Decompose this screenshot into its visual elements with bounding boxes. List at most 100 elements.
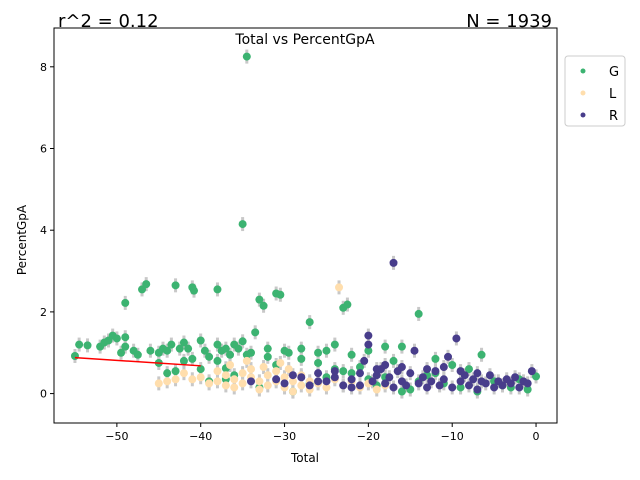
point-l bbox=[272, 367, 281, 376]
point-g bbox=[213, 356, 222, 365]
point-l bbox=[188, 375, 197, 384]
point-r bbox=[389, 383, 398, 392]
point-r bbox=[381, 379, 390, 388]
point-g bbox=[70, 352, 79, 361]
point-l bbox=[179, 369, 188, 378]
point-g bbox=[397, 387, 406, 396]
point-g bbox=[133, 350, 142, 359]
point-r bbox=[448, 383, 457, 392]
point-g bbox=[117, 348, 126, 357]
point-g bbox=[448, 360, 457, 369]
point-r bbox=[469, 375, 478, 384]
point-l bbox=[335, 283, 344, 292]
point-g bbox=[163, 369, 172, 378]
point-r bbox=[402, 381, 411, 390]
point-r bbox=[498, 381, 507, 390]
point-r bbox=[414, 379, 423, 388]
point-r bbox=[527, 367, 536, 376]
point-r bbox=[490, 383, 499, 392]
point-g bbox=[179, 338, 188, 347]
point-l bbox=[263, 381, 272, 390]
point-g bbox=[523, 385, 532, 394]
point-g bbox=[347, 350, 356, 359]
point-r bbox=[322, 377, 331, 386]
point-l bbox=[276, 358, 285, 367]
point-r bbox=[372, 365, 381, 374]
point-l bbox=[247, 365, 256, 374]
point-r bbox=[355, 381, 364, 390]
point-l bbox=[226, 360, 235, 369]
point-l bbox=[255, 385, 264, 394]
point-g bbox=[167, 340, 176, 349]
point-r bbox=[397, 363, 406, 372]
y-axis: 0 2 4 6 8 bbox=[40, 61, 54, 401]
point-g bbox=[83, 341, 92, 350]
point-r bbox=[314, 369, 323, 378]
point-l bbox=[280, 373, 289, 382]
point-g bbox=[146, 346, 155, 355]
point-l bbox=[238, 369, 247, 378]
point-g bbox=[251, 328, 260, 337]
y-axis-label: PercentGpA bbox=[15, 204, 29, 275]
point-r bbox=[423, 383, 432, 392]
point-r bbox=[511, 373, 520, 382]
legend: GLR bbox=[564, 55, 626, 127]
point-g bbox=[397, 342, 406, 351]
point-r bbox=[456, 377, 465, 386]
point-l bbox=[230, 383, 239, 392]
point-g bbox=[263, 344, 272, 353]
legend-marker-l bbox=[580, 90, 586, 96]
point-g bbox=[171, 367, 180, 376]
point-g bbox=[221, 344, 230, 353]
point-g bbox=[196, 336, 205, 345]
legend-label-r: R bbox=[609, 109, 618, 124]
point-r bbox=[473, 369, 482, 378]
point-r bbox=[515, 383, 524, 392]
plot-frame bbox=[53, 27, 558, 424]
point-r bbox=[330, 373, 339, 382]
point-r bbox=[473, 385, 482, 394]
point-r bbox=[247, 377, 256, 386]
point-l bbox=[322, 383, 331, 392]
point-g bbox=[242, 52, 251, 61]
point-r bbox=[272, 375, 281, 384]
point-g bbox=[121, 298, 130, 307]
error-bars bbox=[73, 49, 538, 399]
point-g bbox=[184, 344, 193, 353]
point-r bbox=[452, 334, 461, 343]
point-g bbox=[381, 342, 390, 351]
point-r bbox=[355, 369, 364, 378]
chart-title: Total vs PercentGpA bbox=[234, 32, 375, 48]
legend-marker-g bbox=[580, 68, 586, 74]
point-g bbox=[464, 365, 473, 374]
point-r bbox=[372, 371, 381, 380]
point-g bbox=[259, 301, 268, 310]
x-tick-label: 0 bbox=[533, 430, 540, 443]
point-g bbox=[330, 340, 339, 349]
point-r bbox=[330, 367, 339, 376]
point-g bbox=[75, 340, 84, 349]
point-g bbox=[179, 356, 188, 365]
point-r bbox=[406, 369, 415, 378]
point-g bbox=[242, 350, 251, 359]
x-axis: −50 −40 −30 −20 −10 0 bbox=[105, 423, 540, 443]
point-g bbox=[431, 354, 440, 363]
point-g bbox=[305, 318, 314, 327]
x-tick-label: −10 bbox=[441, 430, 464, 443]
point-g bbox=[238, 220, 247, 229]
point-r bbox=[360, 356, 369, 365]
point-r bbox=[431, 367, 440, 376]
point-r bbox=[423, 365, 432, 374]
point-l bbox=[213, 377, 222, 386]
sample-count-annotation: N = 1939 bbox=[466, 11, 552, 32]
point-l bbox=[171, 375, 180, 384]
legend-box bbox=[564, 55, 626, 127]
point-g bbox=[121, 342, 130, 351]
point-l bbox=[238, 379, 247, 388]
point-g bbox=[456, 383, 465, 392]
point-g bbox=[213, 285, 222, 294]
point-g bbox=[389, 356, 398, 365]
point-g bbox=[112, 334, 121, 343]
point-r bbox=[439, 375, 448, 384]
